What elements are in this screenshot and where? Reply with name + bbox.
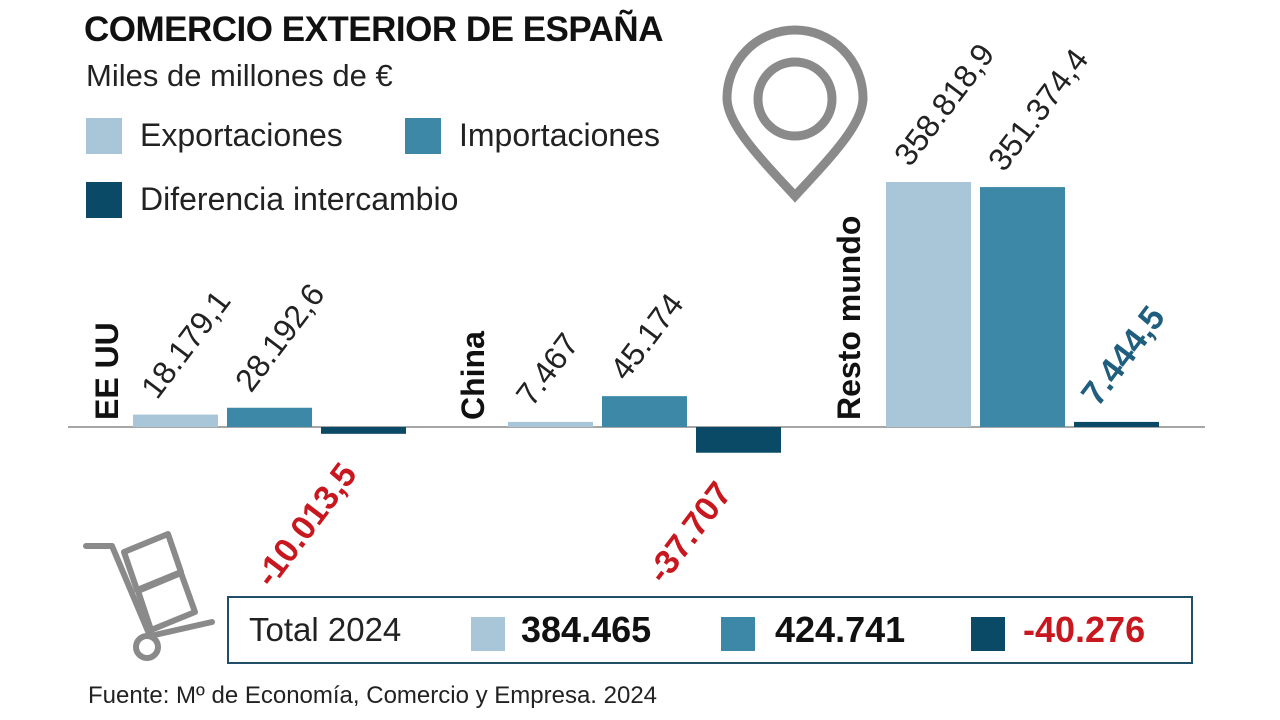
legend-swatch-exports <box>86 117 122 154</box>
chart-subtitle: Miles de millones de € <box>86 58 393 93</box>
totals-imports-value: 424.741 <box>775 609 906 650</box>
chart-title: COMERCIO EXTERIOR DE ESPAÑA <box>84 10 663 49</box>
totals-swatch-imports <box>721 617 755 651</box>
legend-item-exports: Exportaciones <box>86 117 343 154</box>
value-label-balance-china: -37.707 <box>640 475 740 590</box>
category-label-ee-uu: EE UU <box>89 322 125 420</box>
bar-balance-resto-mundo <box>1074 421 1159 427</box>
legend-label-imports: Importaciones <box>459 117 660 153</box>
value-label-exports-ee-uu: 18.179,1 <box>134 284 238 405</box>
bar-exports-ee-uu <box>133 414 218 427</box>
value-label-exports-china: 7.467 <box>509 326 586 412</box>
legend-item-imports: Importaciones <box>405 117 660 154</box>
totals-swatch-exports <box>471 617 505 651</box>
legend-label-exports: Exportaciones <box>140 117 343 153</box>
category-label-china: China <box>455 331 491 420</box>
totals-swatch-balance <box>971 617 1005 651</box>
bar-exports-resto-mundo <box>886 182 971 427</box>
legend-swatch-balance <box>86 181 122 218</box>
location-pin-icon <box>722 25 868 203</box>
totals-label: Total 2024 <box>249 611 402 648</box>
bar-exports-china <box>508 421 593 427</box>
source-note: Fuente: Mº de Economía, Comercio y Empre… <box>88 682 658 709</box>
bar-imports-ee-uu <box>227 407 312 427</box>
hand-truck-icon <box>83 531 215 661</box>
totals-balance-value: -40.276 <box>1023 609 1146 650</box>
bar-imports-china <box>602 396 687 427</box>
value-label-balance-resto-mundo: 7.444,5 <box>1074 299 1173 412</box>
value-label-imports-ee-uu: 28.192,6 <box>228 277 332 398</box>
legend-swatch-imports <box>405 117 441 154</box>
value-label-imports-china: 45.174 <box>603 287 691 387</box>
legend-label-balance: Diferencia intercambio <box>140 181 459 217</box>
bar-balance-ee-uu <box>321 427 406 434</box>
bar-balance-china <box>696 427 781 453</box>
value-label-balance-ee-uu: -10.013,5 <box>248 456 365 594</box>
totals-exports-value: 384.465 <box>521 609 652 650</box>
category-label-resto-mundo: Resto mundo <box>831 216 867 420</box>
legend-item-balance: Diferencia intercambio <box>86 181 458 218</box>
totals-box: Total 2024 384.465 424.741 -40.276 <box>227 596 1193 664</box>
bar-imports-resto-mundo <box>980 187 1065 427</box>
